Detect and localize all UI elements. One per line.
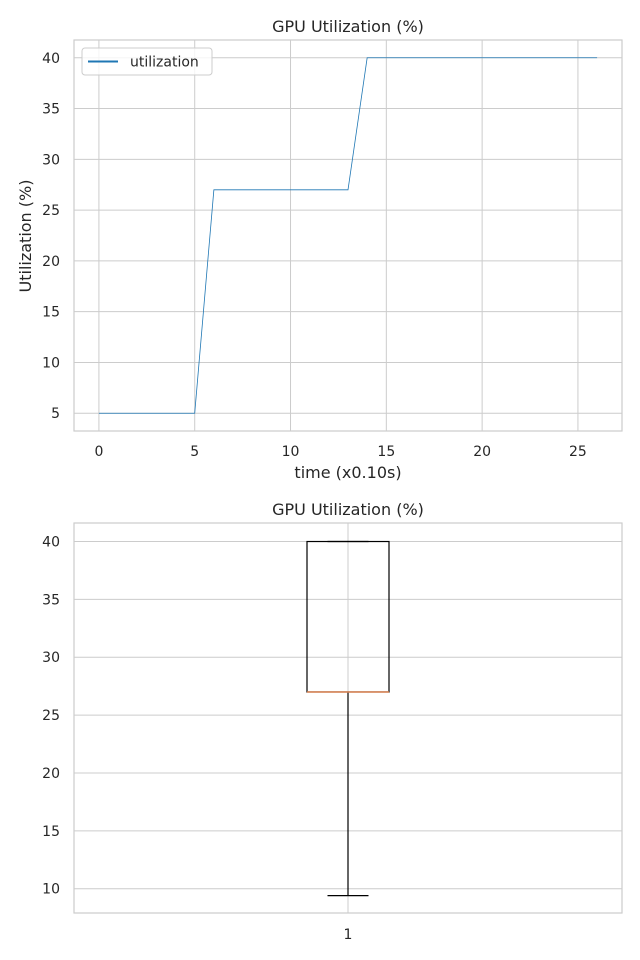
box-chart-plot-area [73,522,623,914]
line-chart-plot-area [73,39,623,432]
x-tick-label: 15 [377,444,395,460]
y-tick-label: 10 [42,882,60,898]
y-tick-label: 15 [42,305,60,321]
line-chart-grid [74,40,622,431]
y-tick-label: 40 [42,535,60,551]
y-tick-label: 40 [42,51,60,67]
legend-frame [81,47,213,76]
x-tick-label: 0 [94,444,103,460]
y-tick-label: 30 [42,650,60,666]
y-tick-label: 25 [42,203,60,219]
line-chart-y-ticks: 5 10 15 20 25 30 35 40 [42,51,60,422]
line-chart-y-label: Utilization (%) [16,180,35,293]
y-tick-label: 35 [42,102,60,118]
utilization-line [98,57,598,414]
box-plot [306,540,390,897]
y-tick-label: 10 [42,355,60,371]
y-tick-label: 35 [42,592,60,608]
box-chart-y-ticks: 10 15 20 25 30 35 40 [42,535,60,898]
y-tick-label: 20 [42,766,60,782]
line-chart: GPU Utilization (%) 0 5 10 15 20 25 5 10 15 20 25… [16,17,623,482]
y-tick-label: 30 [42,152,60,168]
x-tick-label: 5 [190,444,199,460]
legend: utilization [81,47,213,76]
x-tick-label: 20 [473,444,491,460]
y-tick-label: 20 [42,254,60,270]
box-chart: GPU Utilization (%) 1 10 15 20 25 30 35 40 [42,500,623,943]
box-chart-title: GPU Utilization (%) [272,500,424,519]
legend-label: utilization [130,55,199,71]
x-tick-label: 25 [569,444,587,460]
y-tick-label: 5 [51,406,60,422]
x-tick-label: 10 [282,444,300,460]
line-chart-x-label: time (x0.10s) [294,463,401,482]
y-tick-label: 15 [42,824,60,840]
x-tick-label: 1 [344,927,353,943]
line-chart-title: GPU Utilization (%) [272,17,424,36]
y-tick-label: 25 [42,708,60,724]
line-chart-x-ticks: 0 5 10 15 20 25 [94,444,586,460]
box-chart-x-ticks: 1 [344,927,353,943]
line-chart-series [98,57,598,414]
